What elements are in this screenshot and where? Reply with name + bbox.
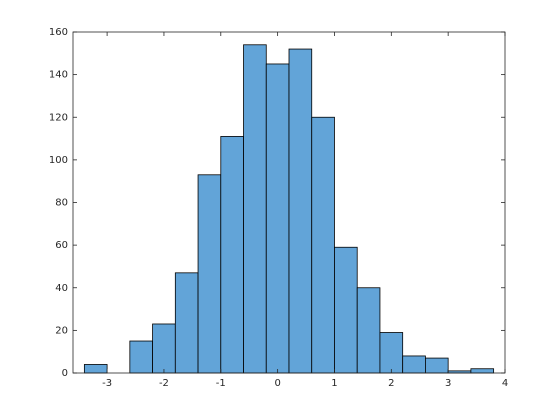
x-tick-label: 0 xyxy=(274,378,280,389)
x-tick-label: 4 xyxy=(502,378,508,389)
bar xyxy=(334,246,358,374)
x-tick-label: -2 xyxy=(159,378,169,389)
y-tick-label: 80 xyxy=(55,198,68,209)
bar xyxy=(243,44,267,374)
bar xyxy=(220,136,244,374)
x-tick-label: 1 xyxy=(331,378,337,389)
bar xyxy=(197,174,222,374)
x-tick-label: 2 xyxy=(388,378,394,389)
bar xyxy=(174,272,199,374)
x-tick-label: -3 xyxy=(102,378,112,389)
bar xyxy=(356,287,381,374)
bar xyxy=(470,368,495,374)
y-tick-label: 140 xyxy=(49,70,68,81)
y-tick-label: 100 xyxy=(49,155,68,166)
x-tick-label: -1 xyxy=(216,378,226,389)
y-tick-label: 20 xyxy=(55,325,68,336)
bar xyxy=(288,48,313,374)
y-tick-label: 40 xyxy=(55,283,68,294)
bar xyxy=(265,63,290,374)
y-tick-label: 60 xyxy=(55,240,68,251)
y-tick-label: 120 xyxy=(49,112,68,123)
bar xyxy=(311,116,335,374)
bar xyxy=(129,340,153,374)
bar xyxy=(83,364,108,374)
x-tick-label: 3 xyxy=(445,378,451,389)
y-tick-label: 160 xyxy=(49,27,68,38)
bar xyxy=(379,332,404,374)
bar xyxy=(425,357,449,374)
bar xyxy=(402,355,426,374)
y-tick-label: 0 xyxy=(62,368,68,379)
bar xyxy=(152,323,176,374)
